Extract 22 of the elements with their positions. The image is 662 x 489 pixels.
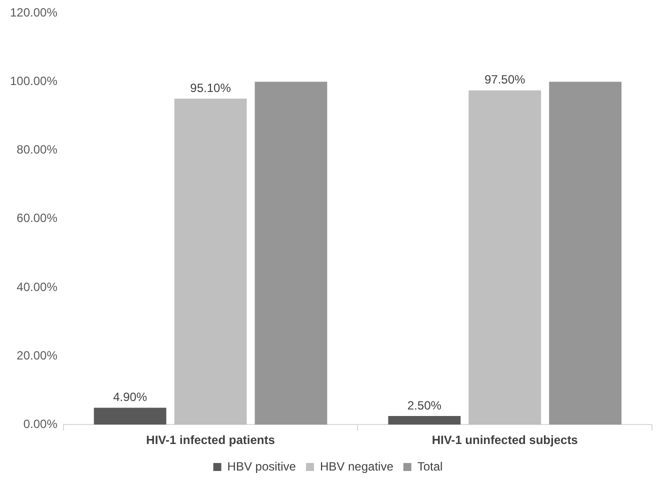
data-label: 4.90% [113,390,148,404]
legend-label: Total [417,459,443,474]
bar [174,98,247,425]
x-tick-label: HIV-1 uninfected subjects [432,433,578,448]
y-tick-label: 80.00% [16,142,58,157]
y-tick-label: 0.00% [23,416,58,431]
y-tick-label: 100.00% [10,74,58,88]
data-label: 97.50% [484,72,526,87]
data-label: 95.10% [190,80,232,95]
bar [254,82,328,425]
legend-label: HBV negative [320,459,394,474]
y-tick-label: 120.00% [10,6,58,20]
x-tick-label: HIV-1 infected patients [146,433,276,448]
y-tick-label: 20.00% [16,348,58,362]
bar [388,416,461,425]
bar [94,408,166,425]
bar [468,90,542,425]
y-tick-label: 40.00% [16,280,58,294]
data-label: 2.50% [407,398,442,412]
y-tick-label: 60.00% [16,211,58,226]
legend-label: HBV positive [227,459,296,474]
bar [549,82,622,425]
